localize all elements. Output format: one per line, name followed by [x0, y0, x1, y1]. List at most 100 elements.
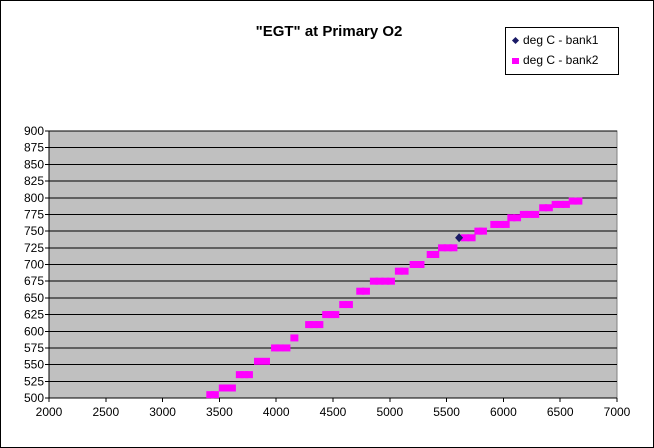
bank2-point: [235, 371, 244, 379]
legend: deg C - bank1 deg C - bank2: [505, 27, 619, 75]
x-tick-label: 3500: [206, 405, 233, 419]
bank2-point: [551, 200, 560, 208]
y-tick-label: 750: [24, 224, 44, 238]
bank2-point: [394, 267, 403, 275]
y-tick-label: 825: [24, 174, 44, 188]
y-tick-label: 500: [24, 391, 44, 405]
x-tick-label: 5000: [376, 405, 403, 419]
bank2-point: [305, 321, 314, 329]
bank2-point: [261, 357, 270, 365]
square-marker-icon: [512, 57, 519, 64]
y-tick-label: 600: [24, 324, 44, 338]
y-tick-label: 850: [24, 157, 44, 171]
bank2-point: [210, 391, 219, 399]
y-tick-label: 875: [24, 141, 44, 155]
x-tick-label: 2000: [36, 405, 63, 419]
legend-label-bank1: deg C - bank1: [523, 33, 599, 47]
bank2-point: [574, 197, 583, 205]
legend-item-bank1: deg C - bank1: [511, 32, 599, 48]
bank2-point: [356, 287, 365, 295]
bank2-point: [568, 197, 577, 205]
bank2-point: [271, 344, 280, 352]
bank2-point: [531, 210, 540, 218]
x-tick-label: 7000: [604, 405, 631, 419]
bank2-point: [561, 200, 570, 208]
bank2-point: [431, 250, 440, 258]
axis-layer: [45, 130, 618, 402]
y-tick-label: 775: [24, 207, 44, 221]
bank2-point: [409, 261, 418, 268]
bank2-point: [339, 301, 348, 309]
bank2-point: [513, 214, 522, 222]
legend-item-bank2: deg C - bank2: [512, 52, 598, 68]
legend-label-bank2: deg C - bank2: [523, 53, 599, 67]
bank2-point: [438, 244, 447, 252]
bank2-point: [467, 234, 476, 242]
y-tick-label: 550: [24, 358, 44, 372]
bank2-point: [519, 210, 528, 218]
bank2-point: [443, 244, 452, 252]
bank2-point: [223, 384, 232, 392]
x-tick-label: 5500: [433, 405, 460, 419]
y-tick-label: 625: [24, 308, 44, 322]
bank2-point: [326, 311, 335, 319]
bank2-point: [460, 234, 469, 242]
x-tick-label: 3000: [149, 405, 176, 419]
bank2-point: [290, 334, 299, 342]
bank2-point: [501, 220, 510, 228]
bank2-point: [400, 267, 409, 275]
x-tick-label: 6500: [547, 405, 574, 419]
bank2-point: [275, 344, 284, 352]
y-tick-labels: 500 525 550 575 600 625 650 675 700 725 750 775 800 8…: [24, 124, 44, 405]
chart-title: "EGT" at Primary O2: [255, 23, 403, 40]
x-tick-label: 6000: [490, 405, 517, 419]
x-tick-label: 4500: [320, 405, 347, 419]
bank2-point: [331, 311, 340, 319]
x-tick-label: 4000: [263, 405, 290, 419]
bank2-point: [495, 220, 504, 228]
bank2-point: [426, 250, 435, 258]
grid-layer: [49, 130, 617, 399]
bank2-point: [449, 244, 458, 252]
bank2-point: [416, 261, 425, 268]
bank2-point: [254, 357, 263, 365]
y-tick-label: 650: [24, 291, 44, 305]
bank2-point: [369, 277, 378, 285]
bank1-point: [455, 233, 464, 243]
y-tick-label: 725: [24, 241, 44, 255]
bank2-point: [381, 277, 390, 285]
bank2-point: [344, 301, 353, 309]
bank2-point: [478, 227, 487, 235]
y-tick-label: 700: [24, 258, 44, 272]
bank2-point: [240, 371, 249, 379]
bank2-point: [525, 210, 534, 218]
y-tick-label: 525: [24, 374, 44, 388]
y-tick-label: 800: [24, 191, 44, 205]
x-tick-labels: 2000 2500 3000 3500 4000 4500 5000 5500 6000 6500…: [36, 405, 631, 419]
bank2-point: [227, 384, 236, 392]
y-tick-label: 900: [24, 124, 44, 138]
bank2-point: [361, 287, 370, 295]
bank2-point: [556, 200, 565, 208]
y-tick-label: 675: [24, 274, 44, 288]
bank2-point: [282, 344, 291, 352]
bank2-point: [507, 214, 516, 222]
bank2-point: [315, 321, 324, 329]
bank2-point: [544, 204, 553, 212]
bank2-point: [474, 227, 483, 235]
bank2-point: [218, 384, 227, 392]
bank2-point: [375, 277, 384, 285]
series-layer: [206, 197, 583, 399]
bank2-point: [539, 204, 548, 212]
bank2-point: [309, 321, 318, 329]
bank2-point: [490, 220, 499, 228]
bank2-point: [244, 371, 253, 379]
bank2-point: [322, 311, 331, 319]
bank2-point: [206, 391, 215, 399]
y-tick-label: 575: [24, 341, 44, 355]
diamond-marker-icon: [511, 37, 520, 45]
bank2-point: [386, 277, 395, 285]
x-tick-label: 2500: [92, 405, 119, 419]
